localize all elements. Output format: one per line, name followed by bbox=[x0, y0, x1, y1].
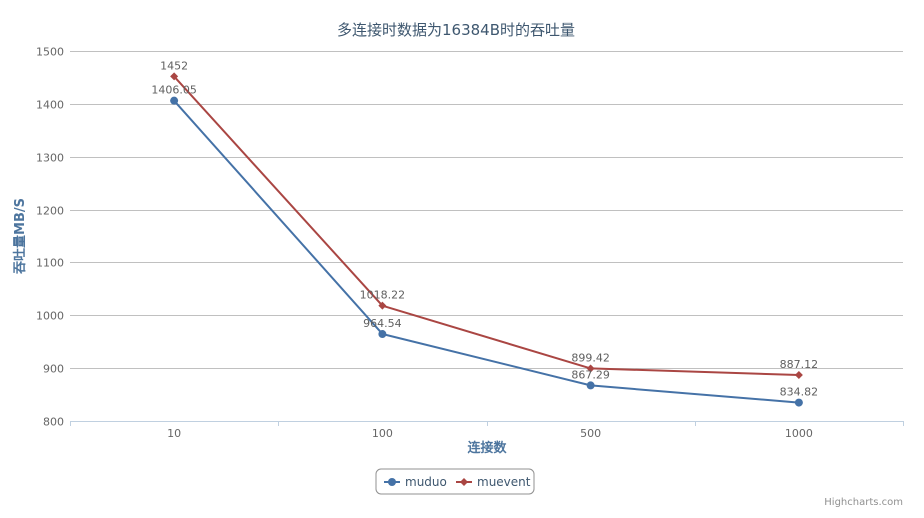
series-line-muevent bbox=[173, 75, 799, 376]
data-label-muduo: 867.29 bbox=[571, 368, 610, 381]
data-point-muduo[interactable] bbox=[378, 330, 387, 339]
legend-item-muduo[interactable]: muduo bbox=[384, 475, 447, 489]
series-line-muduo bbox=[173, 100, 799, 404]
y-tick-label: 1400 bbox=[36, 99, 64, 112]
x-tick-label: 500 bbox=[580, 427, 601, 440]
legend-label-muevent: muevent bbox=[477, 475, 531, 489]
data-label-muduo: 964.54 bbox=[363, 317, 402, 330]
data-label-muevent: 1018.22 bbox=[360, 289, 406, 302]
data-label-muevent: 899.42 bbox=[571, 351, 610, 364]
x-axis-title: 连接数 bbox=[467, 440, 507, 456]
data-labels: 1406.05 964.54 867.29 834.82 1452 1018.22 899.… bbox=[151, 59, 818, 398]
legend-item-muevent[interactable]: muevent bbox=[456, 475, 531, 489]
data-point-muduo[interactable] bbox=[170, 96, 179, 105]
series-lines bbox=[170, 72, 803, 407]
y-tick-label: 800 bbox=[43, 416, 64, 429]
data-point-muevent[interactable] bbox=[586, 364, 595, 373]
data-point-muevent[interactable] bbox=[170, 72, 179, 81]
y-tick-label: 1000 bbox=[36, 310, 64, 323]
axes: 800 900 1000 1100 1200 1300 1400 1500 10 100 500 10… bbox=[36, 46, 904, 440]
data-label-muevent: 887.12 bbox=[780, 358, 819, 371]
legend-marker-muduo bbox=[388, 478, 396, 486]
data-point-muduo[interactable] bbox=[586, 381, 595, 390]
x-tick-label: 10 bbox=[167, 427, 181, 440]
y-tick-label: 1300 bbox=[36, 152, 64, 165]
data-label-muevent: 1452 bbox=[160, 59, 188, 72]
x-tick-label: 100 bbox=[372, 427, 393, 440]
data-point-muevent[interactable] bbox=[794, 370, 803, 379]
x-tick-label: 1000 bbox=[785, 427, 813, 440]
chart-title: 多连接时数据为16384B时的吞吐量 bbox=[337, 21, 575, 39]
data-point-muduo[interactable] bbox=[794, 398, 803, 407]
grid-lines bbox=[70, 51, 903, 422]
y-tick-label: 1100 bbox=[36, 257, 64, 270]
data-label-muduo: 834.82 bbox=[780, 386, 819, 399]
y-tick-label: 1200 bbox=[36, 205, 64, 218]
legend-box bbox=[375, 468, 535, 495]
data-label-muduo: 1406.05 bbox=[151, 84, 197, 97]
legend-label-muduo: muduo bbox=[405, 475, 447, 489]
y-tick-label: 900 bbox=[43, 363, 64, 376]
legend-marker-muevent bbox=[460, 478, 468, 486]
legend: muduo muevent bbox=[375, 468, 535, 495]
y-tick-label: 1500 bbox=[36, 46, 64, 59]
credits-link[interactable]: Highcharts.com bbox=[824, 497, 903, 508]
data-point-muevent[interactable] bbox=[378, 301, 387, 310]
y-axis-title: 吞吐量MB/S bbox=[12, 198, 28, 274]
